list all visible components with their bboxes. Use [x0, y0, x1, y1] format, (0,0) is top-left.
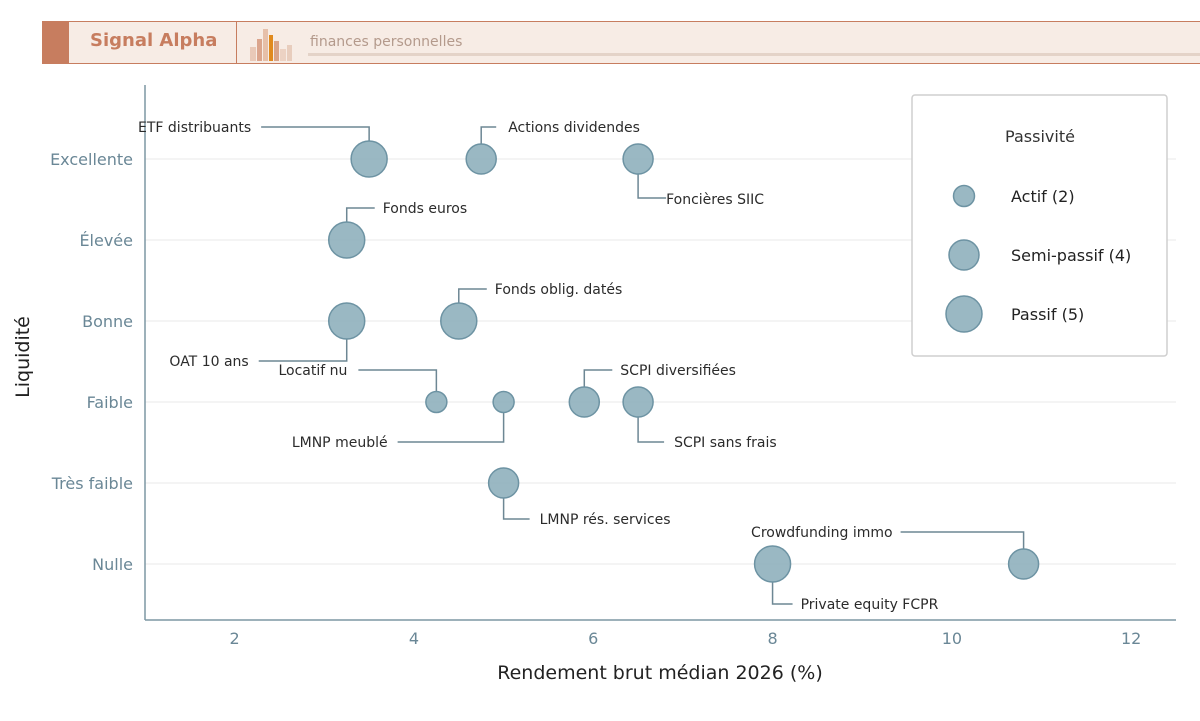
label-leader-lines [258, 126, 1025, 605]
site-tagline: finances personnelles [310, 34, 463, 50]
bubble [327, 221, 366, 259]
y-tick-label: Excellente [50, 150, 133, 169]
bubble [622, 143, 654, 175]
legend-label: Actif (2) [1011, 187, 1075, 206]
point-label: Fonds oblig. datés [495, 282, 623, 298]
leader-line [358, 369, 438, 392]
bubble [487, 467, 520, 499]
leader-line [637, 417, 665, 443]
point-label: LMNP rés. services [540, 512, 671, 528]
point-labels: ETF distribuants Actions dividendes Fonciè… [138, 120, 939, 613]
y-tick-label: Nulle [92, 555, 133, 574]
point-label: Crowdfunding immo [751, 525, 893, 541]
point-label: Private equity FCPR [801, 597, 939, 613]
legend-items: Actif (2) Semi-passif (4) Passif (5) [945, 184, 1131, 333]
bubble [350, 140, 388, 178]
brand-name[interactable]: Signal Alpha [90, 30, 218, 51]
legend-title: Passivité [1005, 127, 1075, 146]
bubble [465, 143, 497, 175]
point-label: Foncières SIIC [666, 192, 764, 208]
point-label: OAT 10 ans [169, 354, 248, 370]
y-tick-label: Faible [87, 393, 133, 412]
bubbles [327, 140, 1040, 583]
leader-line [458, 288, 487, 303]
bubble [327, 302, 366, 340]
x-tick-label: 4 [409, 629, 419, 648]
bubble [425, 390, 448, 414]
legend-marker [952, 184, 976, 208]
y-tick-label: Bonne [82, 312, 133, 331]
leader-line [583, 369, 613, 387]
leader-line [771, 582, 793, 605]
y-axis-title: Liquidité [12, 316, 34, 398]
bar-skyline-logo-icon [250, 29, 292, 61]
leader-line [637, 174, 667, 199]
leader-line [480, 126, 497, 144]
banner-divider [236, 22, 237, 63]
legend-marker [945, 295, 983, 333]
leader-line [261, 126, 370, 141]
legend: Passivité Actif (2) Semi-passif (4) Passif… [911, 94, 1168, 357]
point-label: Locatif nu [278, 363, 347, 379]
tagline-rule [308, 53, 1200, 56]
bubble [622, 386, 654, 418]
legend-box [911, 94, 1168, 357]
x-tick-label: 10 [942, 629, 962, 648]
leader-line [900, 531, 1025, 549]
legend-label: Semi-passif (4) [1011, 246, 1131, 265]
axes [144, 85, 1176, 621]
point-label: Fonds euros [383, 201, 467, 217]
x-axis-title: Rendement brut médian 2026 (%) [497, 662, 823, 684]
grid-lines [145, 158, 1176, 565]
x-tick-labels: 2 4 6 8 10 12 [230, 629, 1142, 648]
x-tick-label: 6 [588, 629, 598, 648]
bubble [440, 302, 478, 340]
y-tick-labels: Nulle Très faible Faible Bonne Élevée Excelle… [50, 150, 133, 574]
point-label: ETF distribuants [138, 120, 251, 136]
bubble [1007, 548, 1040, 580]
leader-line [345, 207, 375, 222]
brand-swatch [42, 22, 69, 63]
x-tick-label: 2 [230, 629, 240, 648]
leader-line [397, 412, 505, 443]
y-tick-label: Élevée [79, 231, 133, 250]
leader-line [502, 498, 530, 520]
bubble [753, 545, 792, 583]
x-tick-label: 12 [1121, 629, 1141, 648]
legend-marker [948, 239, 980, 271]
point-label: LMNP meublé [292, 435, 388, 451]
x-tick-label: 8 [767, 629, 777, 648]
leader-line [258, 339, 348, 362]
point-label: SCPI sans frais [674, 435, 777, 451]
bubble [568, 386, 601, 418]
legend-label: Passif (5) [1011, 305, 1084, 324]
point-label: Actions dividendes [508, 120, 640, 136]
bubble [492, 390, 515, 414]
site-banner: Signal Alpha finances personnelles [42, 21, 1200, 64]
point-label: SCPI diversifiées [620, 363, 736, 379]
y-tick-label: Très faible [51, 474, 133, 493]
